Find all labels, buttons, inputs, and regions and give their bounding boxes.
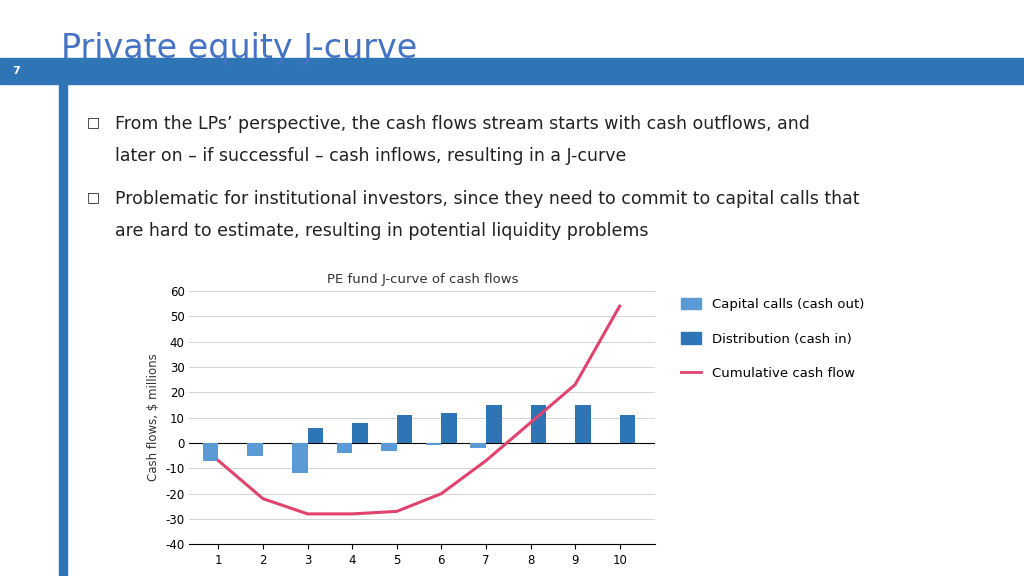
Text: From the LPs’ perspective, the cash flows stream starts with cash outflows, and: From the LPs’ perspective, the cash flow… — [115, 115, 810, 133]
Text: 7: 7 — [12, 66, 20, 75]
Bar — [307, 428, 324, 443]
Text: □: □ — [87, 115, 100, 129]
Bar — [352, 423, 368, 443]
Bar — [620, 415, 635, 443]
Text: Private equity J-curve: Private equity J-curve — [61, 32, 418, 65]
Bar — [441, 412, 457, 443]
Bar — [470, 443, 486, 448]
Bar — [337, 443, 352, 453]
Bar — [426, 443, 441, 445]
Y-axis label: Cash flows, $ millions: Cash flows, $ millions — [146, 354, 160, 482]
Bar — [292, 443, 307, 473]
Text: are hard to estimate, resulting in potential liquidity problems: are hard to estimate, resulting in poten… — [115, 222, 648, 240]
Bar — [248, 443, 263, 456]
Bar — [486, 405, 502, 443]
Bar — [396, 415, 413, 443]
Title: PE fund J-curve of cash flows: PE fund J-curve of cash flows — [327, 272, 518, 286]
Bar — [575, 405, 591, 443]
Bar — [530, 405, 546, 443]
Text: later on – if successful – cash inflows, resulting in a J-curve: later on – if successful – cash inflows,… — [115, 147, 626, 165]
Text: □: □ — [87, 190, 100, 204]
Text: Problematic for institutional investors, since they need to commit to capital ca: Problematic for institutional investors,… — [115, 190, 859, 208]
Legend: Capital calls (cash out), Distribution (cash in), Cumulative cash flow: Capital calls (cash out), Distribution (… — [676, 293, 869, 385]
Bar — [381, 443, 396, 450]
Bar — [203, 443, 218, 461]
